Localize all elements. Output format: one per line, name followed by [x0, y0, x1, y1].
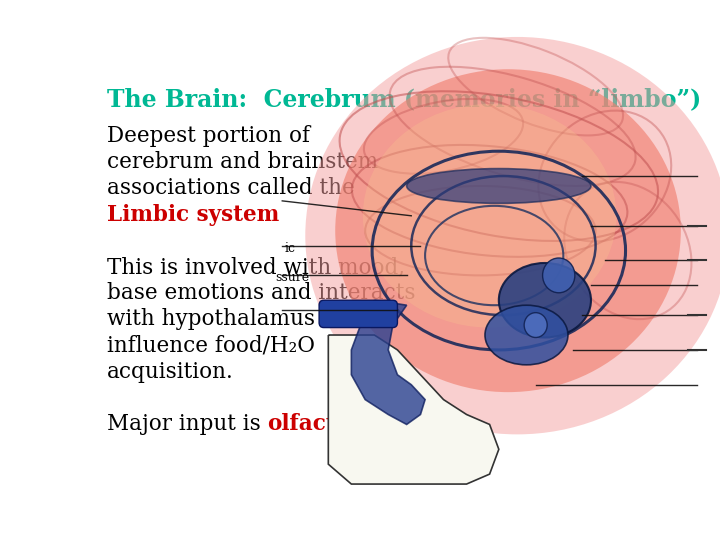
- Ellipse shape: [305, 37, 720, 434]
- Text: Limbic system: Limbic system: [107, 204, 279, 226]
- Text: acquisition.: acquisition.: [107, 361, 233, 383]
- Ellipse shape: [499, 263, 591, 338]
- Ellipse shape: [336, 69, 681, 392]
- Text: with hypothalamus to: with hypothalamus to: [107, 308, 343, 330]
- PathPatch shape: [328, 335, 499, 484]
- Text: Deepest portion of: Deepest portion of: [107, 125, 310, 147]
- Text: olfaction: olfaction: [267, 413, 374, 435]
- Ellipse shape: [485, 305, 568, 365]
- FancyBboxPatch shape: [319, 300, 397, 328]
- Ellipse shape: [543, 258, 575, 293]
- Text: ssure: ssure: [275, 272, 310, 285]
- Text: This is involved with mood,: This is involved with mood,: [107, 256, 405, 278]
- PathPatch shape: [351, 300, 425, 424]
- Text: associations called the: associations called the: [107, 178, 354, 199]
- Ellipse shape: [524, 313, 547, 338]
- Text: base emotions and interacts: base emotions and interacts: [107, 282, 415, 304]
- Text: Major input is: Major input is: [107, 413, 267, 435]
- Ellipse shape: [407, 168, 591, 204]
- Ellipse shape: [363, 104, 616, 328]
- Text: cerebrum and brainstem: cerebrum and brainstem: [107, 151, 378, 173]
- Text: The Brain:  Cerebrum (memories in “limbo”): The Brain: Cerebrum (memories in “limbo”…: [107, 87, 701, 112]
- Text: ic: ic: [284, 241, 295, 254]
- Text: influence food/H₂O: influence food/H₂O: [107, 335, 315, 356]
